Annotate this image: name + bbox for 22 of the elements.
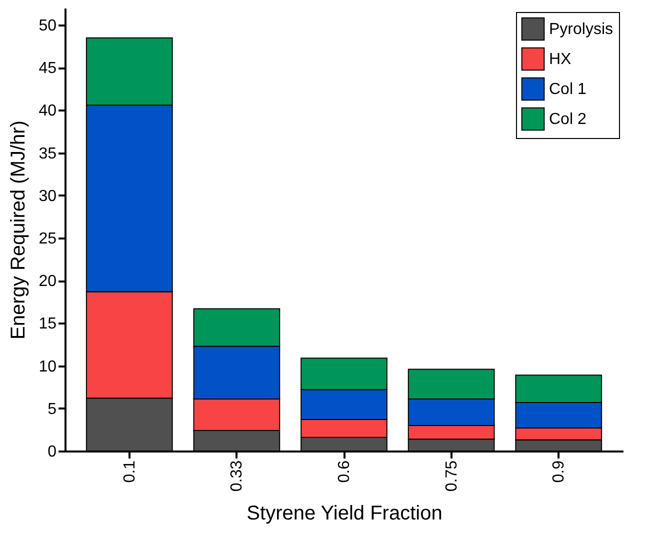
y-tick-label: 20 — [38, 273, 57, 290]
legend-label: Col 2 — [549, 111, 586, 128]
legend-label: HX — [549, 51, 572, 68]
x-tick-label: 0.33 — [228, 460, 246, 492]
y-tick-label: 25 — [38, 230, 57, 248]
y-tick-label: 50 — [38, 18, 57, 35]
x-tick-label: 0.1 — [121, 460, 138, 483]
y-tick-label: 15 — [38, 316, 57, 333]
y-tick-label: 45 — [38, 60, 57, 78]
x-axis-title: Styrene Yield Fraction — [246, 502, 442, 525]
y-tick-label: 5 — [48, 400, 57, 418]
x-tick-label: 0.9 — [550, 460, 568, 483]
y-tick-label: 10 — [38, 358, 57, 376]
y-tick-label: 30 — [38, 188, 57, 205]
y-tick-label: 40 — [38, 102, 57, 120]
y-tick-label: 35 — [38, 145, 57, 162]
x-tick-label: 0.6 — [336, 460, 353, 483]
x-tick-label: 0.75 — [443, 460, 460, 492]
legend-label: Pyrolysis — [549, 21, 614, 38]
y-axis-title: Energy Required (MJ/hr) — [8, 120, 30, 340]
legend-label: Col 1 — [549, 81, 586, 98]
y-tick-label: 0 — [48, 444, 57, 460]
